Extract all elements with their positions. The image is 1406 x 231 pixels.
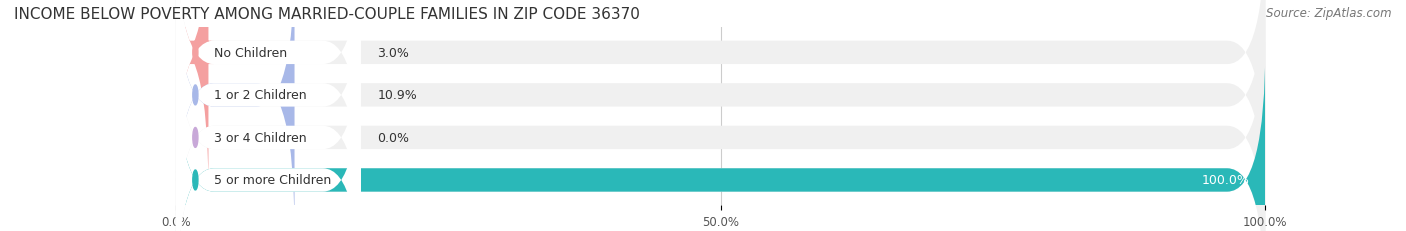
- FancyBboxPatch shape: [176, 44, 1265, 231]
- Text: No Children: No Children: [214, 47, 287, 60]
- Circle shape: [193, 85, 198, 105]
- Text: 1 or 2 Children: 1 or 2 Children: [214, 89, 307, 102]
- Circle shape: [193, 170, 198, 190]
- FancyBboxPatch shape: [170, 0, 214, 190]
- Text: 100.0%: 100.0%: [1201, 174, 1249, 187]
- FancyBboxPatch shape: [176, 0, 1265, 231]
- FancyBboxPatch shape: [176, 0, 1265, 190]
- FancyBboxPatch shape: [176, 1, 361, 231]
- Text: 0.0%: 0.0%: [377, 131, 409, 144]
- Text: Source: ZipAtlas.com: Source: ZipAtlas.com: [1267, 7, 1392, 20]
- FancyBboxPatch shape: [176, 44, 1265, 231]
- FancyBboxPatch shape: [176, 0, 361, 190]
- FancyBboxPatch shape: [176, 44, 361, 231]
- Circle shape: [193, 43, 198, 63]
- Text: 3 or 4 Children: 3 or 4 Children: [214, 131, 307, 144]
- Text: 10.9%: 10.9%: [377, 89, 418, 102]
- Text: INCOME BELOW POVERTY AMONG MARRIED-COUPLE FAMILIES IN ZIP CODE 36370: INCOME BELOW POVERTY AMONG MARRIED-COUPL…: [14, 7, 640, 22]
- FancyBboxPatch shape: [176, 0, 294, 231]
- Circle shape: [193, 128, 198, 148]
- FancyBboxPatch shape: [176, 0, 361, 231]
- FancyBboxPatch shape: [176, 1, 1265, 231]
- Text: 3.0%: 3.0%: [377, 47, 409, 60]
- Text: 5 or more Children: 5 or more Children: [214, 174, 332, 187]
